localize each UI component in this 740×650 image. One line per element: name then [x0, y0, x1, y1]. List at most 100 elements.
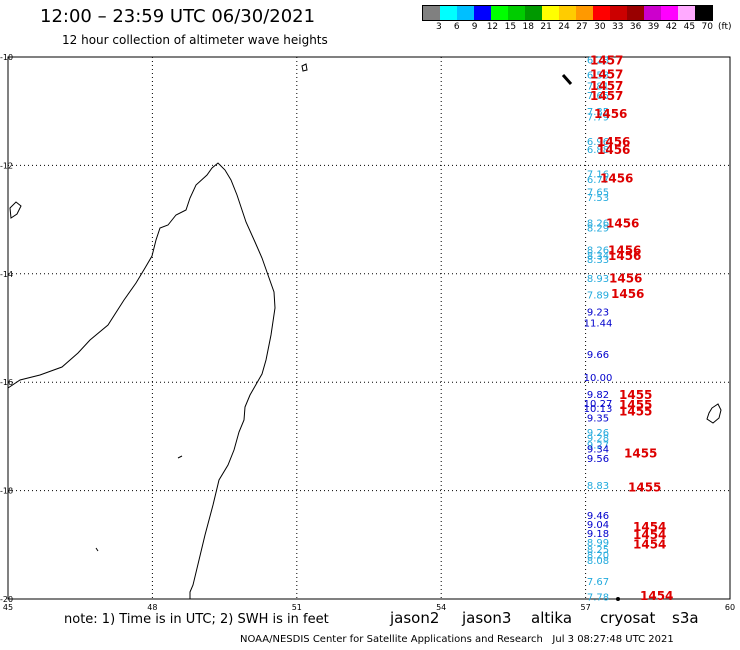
track-segment [561, 74, 573, 85]
pass-time-label: 1455 [624, 447, 657, 461]
pass-time-label: 1454 [633, 528, 666, 542]
latitude-tick-label: -14 [0, 270, 13, 279]
pass-time-label: 1455 [619, 398, 652, 412]
wave-height-value: 9.26 [587, 428, 609, 439]
pass-time-label: 1456 [597, 135, 630, 149]
wave-height-value: 9.34 [587, 444, 609, 455]
axis-tick-labels: 45 48 51 54 57 60 -10 -12 -14 -16 -18 -20 [0, 53, 735, 612]
color-scale-swatch [576, 6, 593, 20]
wave-height-value: 8.29 [587, 224, 609, 235]
pass-time-label: 1456 [611, 287, 644, 301]
wave-height-value: 7.67 [587, 577, 609, 588]
wave-height-value: 7.78 [587, 592, 609, 603]
pass-time-label: 1455 [619, 404, 652, 418]
wave-height-value: 9.56 [587, 454, 609, 465]
color-scale-label: 33 [612, 22, 624, 32]
color-scale-swatch [661, 6, 678, 20]
map-subtitle: 12 hour collection of altimeter wave hei… [62, 33, 328, 47]
color-scale-swatch [559, 6, 576, 20]
footer-credit: NOAA/NESDIS Center for Satellite Applica… [240, 634, 674, 645]
madagascar-coastline [7, 162, 276, 599]
wave-height-value: 9.35 [587, 413, 609, 424]
satellite-jason2: jason2 [390, 609, 440, 627]
color-scale-swatch [508, 6, 525, 20]
pass-time-label: 1456 [606, 216, 639, 230]
color-scale-swatch [644, 6, 661, 20]
satellite-s3a: s3a [672, 609, 699, 627]
color-scale-label: 27 [576, 22, 588, 32]
color-scale-bar [422, 5, 713, 21]
color-scale-label: 6 [453, 22, 460, 32]
mascarene-island [706, 403, 722, 424]
wave-height-value: 9.66 [587, 350, 609, 361]
wave-height-value: 9.23 [587, 308, 609, 319]
wave-height-value: 9.18 [587, 529, 609, 540]
wave-height-value: 11.44 [584, 319, 613, 330]
wave-height-value: 6.58 [587, 70, 609, 81]
wave-height-value: 7.79 [587, 113, 609, 124]
color-scale-label: 12 [486, 22, 499, 32]
color-scale-swatch [695, 6, 712, 20]
pass-time-label: 1454 [633, 538, 666, 552]
wave-height-value: 7.89 [587, 290, 609, 301]
longitude-tick-label: 48 [147, 603, 157, 612]
track-point [616, 597, 620, 601]
pass-time-label: 1456 [608, 249, 641, 263]
color-scale-label: 3 [436, 22, 442, 32]
latitude-tick-label: -18 [0, 487, 13, 496]
wave-height-value: 6.77 [587, 175, 609, 186]
pass-time-label: 1457 [590, 67, 623, 81]
color-scale-swatch [474, 6, 491, 20]
color-scale-swatch [491, 6, 508, 20]
islet [95, 547, 99, 552]
wave-height-value: 8.83 [587, 481, 609, 492]
satellite-altika: altika [531, 609, 573, 627]
pass-time-label: 1455 [628, 480, 661, 494]
comoros-island [301, 63, 308, 72]
islet [177, 455, 183, 459]
wave-height-value: 9.04 [587, 520, 609, 531]
latitude-tick-label: -10 [0, 53, 13, 62]
wave-height-value: 9.27 [587, 441, 609, 452]
color-scale-label: 70 [701, 22, 713, 32]
pass-time-label: 1454 [640, 589, 673, 603]
color-scale-swatch [440, 6, 457, 20]
color-scale-label: 45 [683, 22, 696, 32]
longitude-tick-label: 60 [725, 603, 735, 612]
wave-height-value: 10.27 [584, 399, 613, 410]
pass-time-label: 1456 [609, 272, 642, 286]
wave-height-value: 8.93 [587, 274, 609, 285]
wave-height-value: 7.81 [587, 82, 609, 93]
color-scale-swatch [610, 6, 627, 20]
wave-height-value: 6.28 [587, 56, 609, 67]
pass-time-label: 1457 [590, 89, 623, 103]
color-scale-swatch [627, 6, 644, 20]
color-scale-swatch [593, 6, 610, 20]
color-scale-label: 24 [558, 22, 570, 32]
wave-height-observations: 6.286.587.817.657.357.796.966.887.166.77… [584, 56, 613, 604]
color-scale-label: 39 [647, 22, 660, 32]
color-scale-unit: (ft) [718, 22, 732, 32]
wave-height-value: 7.16 [587, 170, 609, 181]
pass-time-label: 1457 [590, 79, 623, 93]
wave-height-value: 7.65 [587, 91, 609, 102]
longitude-tick-label: 51 [292, 603, 302, 612]
color-scale-label: 15 [504, 22, 517, 32]
wave-height-value: 7.35 [587, 107, 609, 118]
wave-height-value: 9.46 [587, 511, 609, 522]
generated-timestamp: Jul 3 08:27:48 UTC 2021 [552, 634, 674, 645]
longitude-tick-label: 57 [581, 603, 591, 612]
wave-height-value: 10.13 [584, 404, 613, 415]
wave-height-value: 8.20 [587, 551, 609, 562]
wave-height-value: 6.88 [587, 145, 609, 156]
pass-time-label: 1454 [633, 520, 666, 534]
pass-time-label: 1456 [594, 107, 627, 121]
wave-height-value: 8.08 [587, 556, 609, 567]
wave-height-value: 7.53 [587, 193, 609, 204]
legend-note: note: 1) Time is in UTC; 2) SWH is in fe… [64, 612, 329, 627]
wave-height-value: 9.28 [587, 433, 609, 444]
coastline [7, 63, 722, 599]
color-scale-label: 18 [522, 22, 534, 32]
latitude-tick-label: -16 [0, 378, 13, 387]
